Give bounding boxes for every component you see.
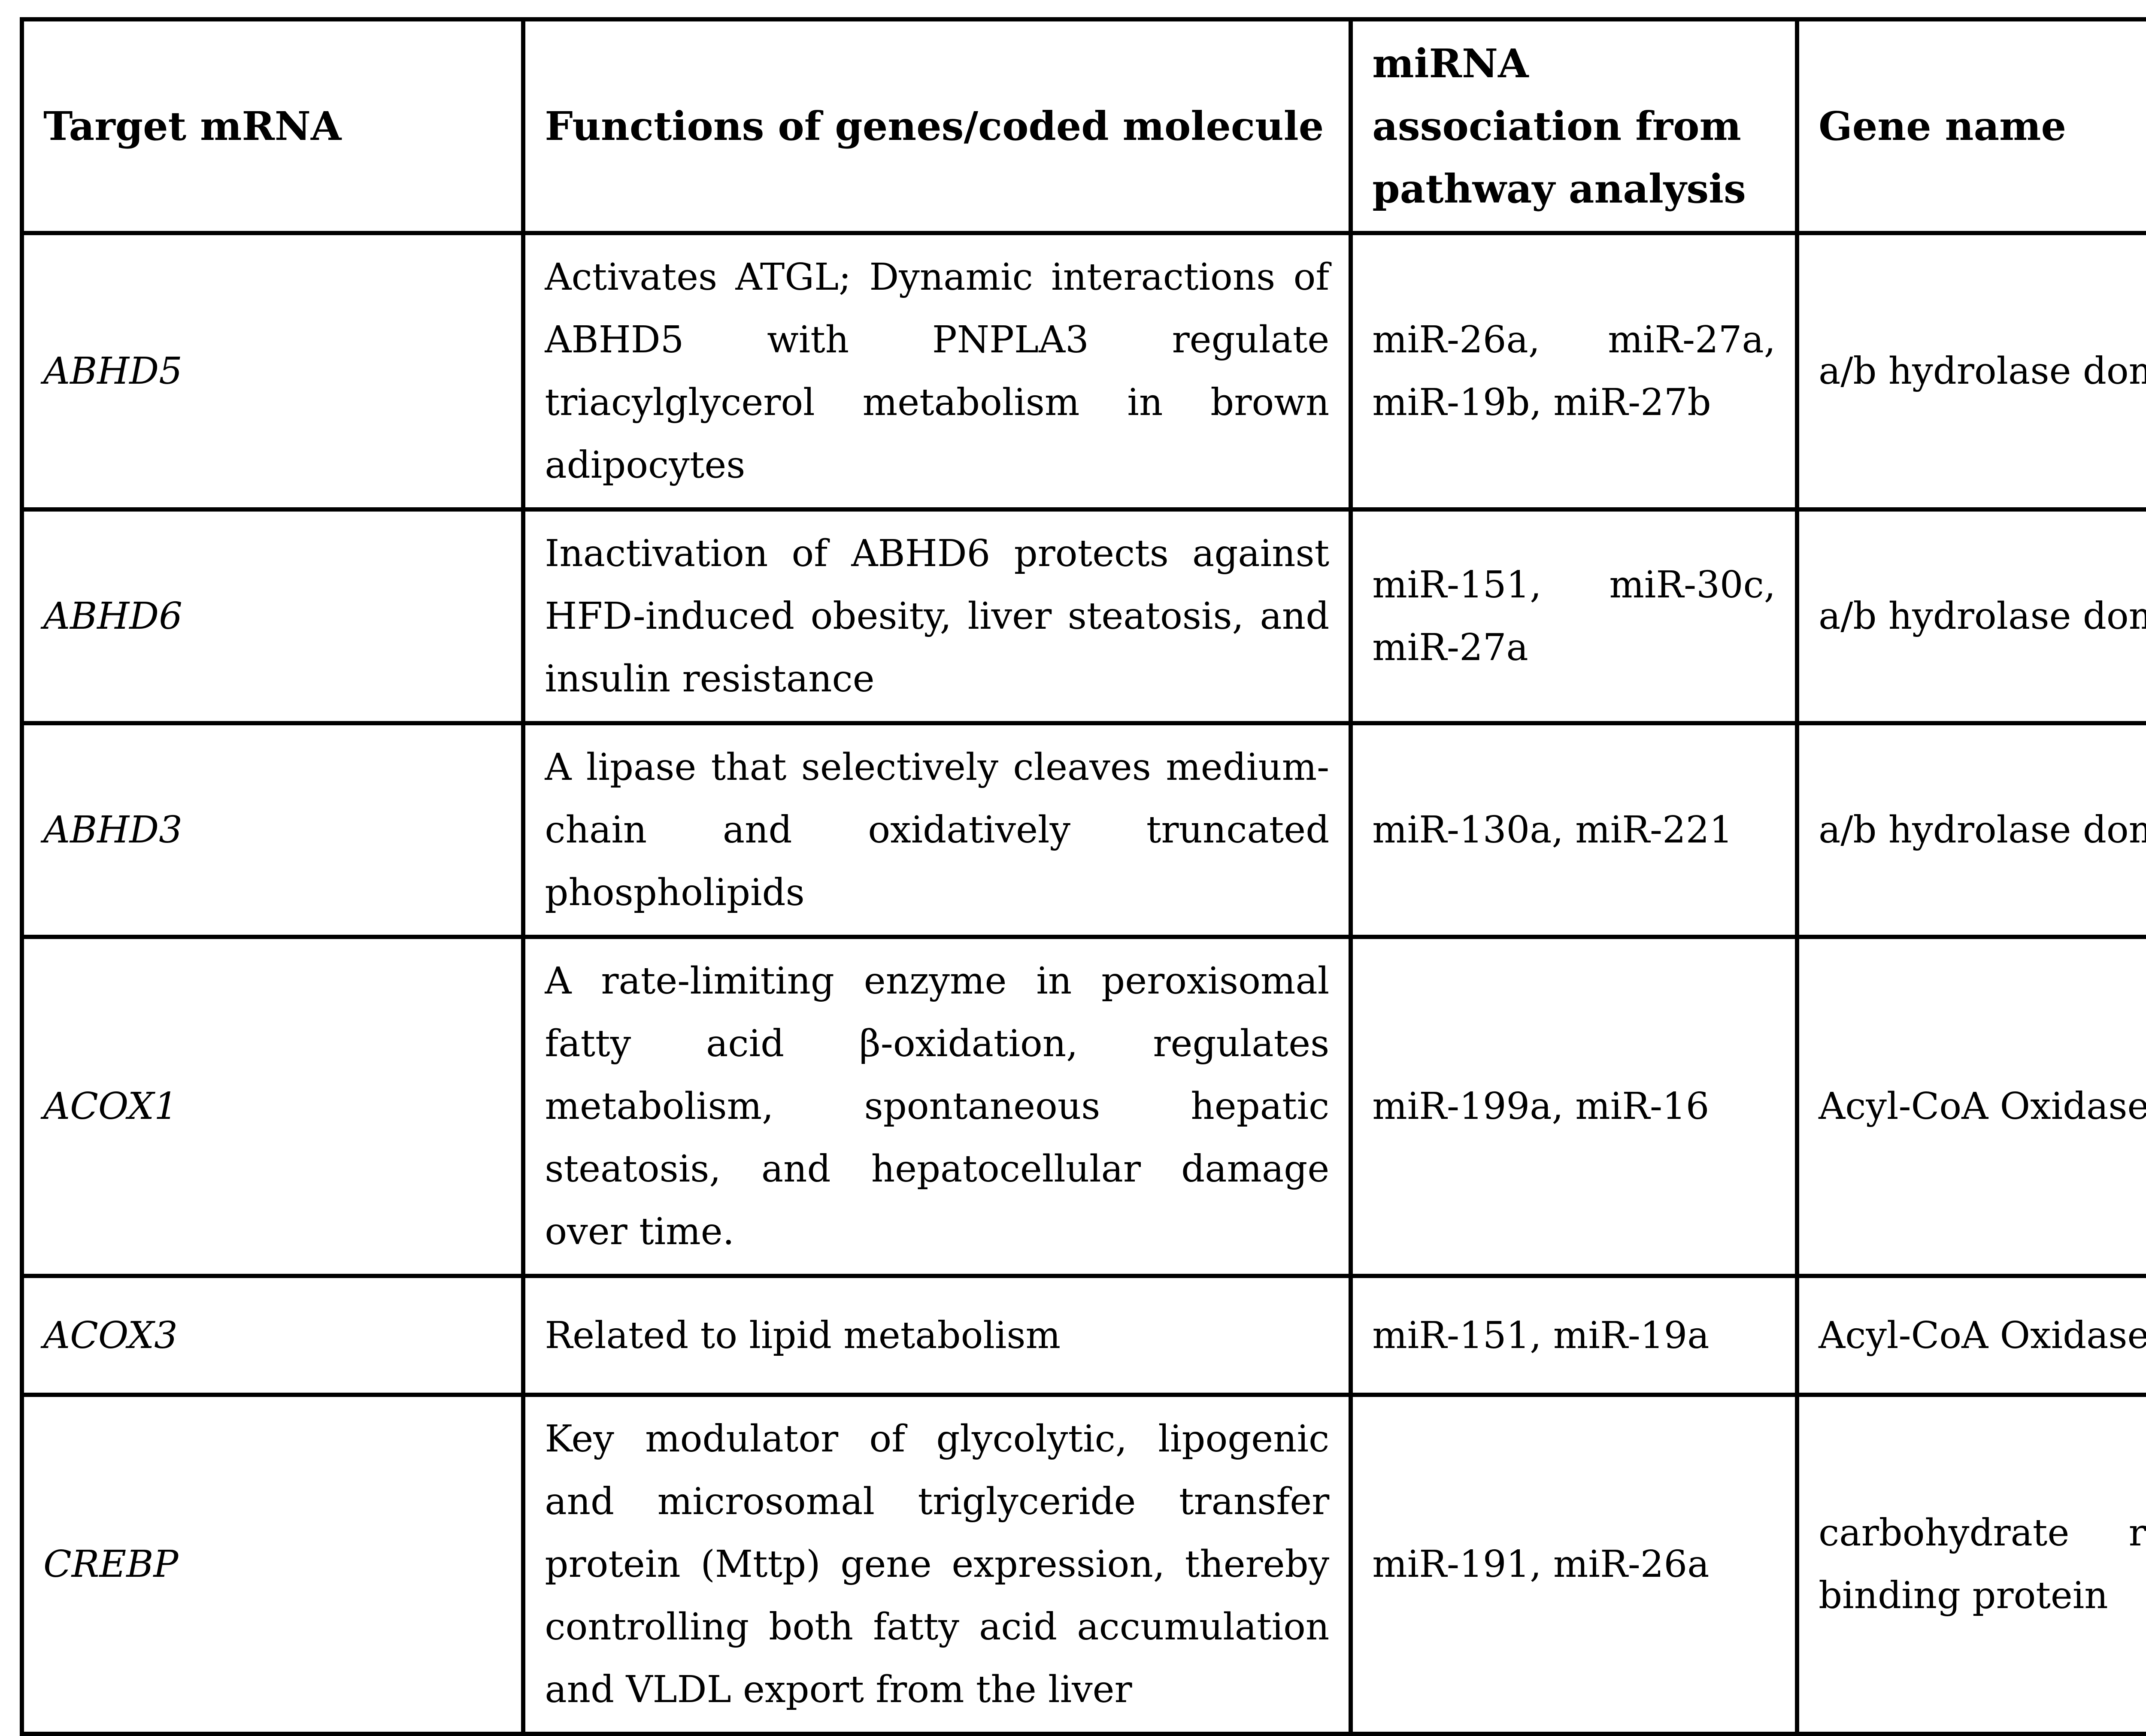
header-row: Target mRNA Functions of genes/coded mol…: [19, 17, 2146, 235]
target-mrna-cell: CREBP: [19, 1393, 526, 1736]
table-row-abhd5: ABHD5 Activates ATGL; Dynamic interactio…: [19, 231, 2146, 512]
function-cell: A rate-limiting enzyme in peroxisomal fa…: [521, 935, 1353, 1278]
mirna-cell: miR-191, miR-26a: [1349, 1393, 1800, 1736]
target-mrna-cell: ABHD3: [19, 721, 526, 939]
header-functions: Functions of genes/coded molecule: [521, 17, 1353, 235]
table-row-crebp: CREBP Key modulator of glycolytic, lipog…: [19, 1393, 2146, 1736]
table-row-abhd6: ABHD6 Inactivation of ABHD6 protects aga…: [19, 507, 2146, 725]
table-row-acox1: ACOX1 A rate-limiting enzyme in peroxiso…: [19, 935, 2146, 1278]
gene-name-cell: a/b hydrolase domain containing 5: [1795, 231, 2146, 512]
gene-name-cell: carbohydrate response element binding pr…: [1795, 1393, 2146, 1736]
function-cell: Related to lipid metabolism: [521, 1274, 1353, 1397]
gene-name-cell: Acyl-CoA Oxidase 1: [1795, 935, 2146, 1278]
function-cell: Key modulator of glycolytic, lipogenic a…: [521, 1393, 1353, 1736]
mirna-cell: miR-151, miR-30c, miR-27a: [1349, 507, 1800, 725]
mirna-cell: miR-26a, miR-27a, miR-19b, miR-27b: [1349, 231, 1800, 512]
table-row-acox3: ACOX3 Related to lipid metabolism miR-15…: [19, 1274, 2146, 1397]
gene-name-cell: a/b hydrolase domain containing 3: [1795, 721, 2146, 939]
function-cell: A lipase that selectively cleaves medium…: [521, 721, 1353, 939]
target-mrna-cell: ACOX1: [19, 935, 526, 1278]
mirna-cell: miR-130a, miR-221: [1349, 721, 1800, 939]
mirna-target-gene-table: Target mRNA Functions of genes/coded mol…: [19, 17, 2146, 1736]
target-mrna-cell: ACOX3: [19, 1274, 526, 1397]
function-cell: Inactivation of ABHD6 protects against H…: [521, 507, 1353, 725]
target-mrna-cell: ABHD6: [19, 507, 526, 725]
table-row-abhd3: ABHD3 A lipase that selectively cleaves …: [19, 721, 2146, 939]
header-mirna-association: miRNA association from pathway analysis: [1349, 17, 1800, 235]
header-gene-name: Gene name: [1795, 17, 2146, 235]
mirna-cell: miR-199a, miR-16: [1349, 935, 1800, 1278]
mirna-cell: miR-151, miR-19a: [1349, 1274, 1800, 1397]
target-mrna-cell: ABHD5: [19, 231, 526, 512]
header-target-mrna: Target mRNA: [19, 17, 526, 235]
gene-name-cell: a/b hydrolase domain containing 6: [1795, 507, 2146, 725]
document-page: Target mRNA Functions of genes/coded mol…: [19, 17, 2146, 1736]
gene-name-cell: Acyl-CoA Oxidase 3: [1795, 1274, 2146, 1397]
function-cell: Activates ATGL; Dynamic interactions of …: [521, 231, 1353, 512]
